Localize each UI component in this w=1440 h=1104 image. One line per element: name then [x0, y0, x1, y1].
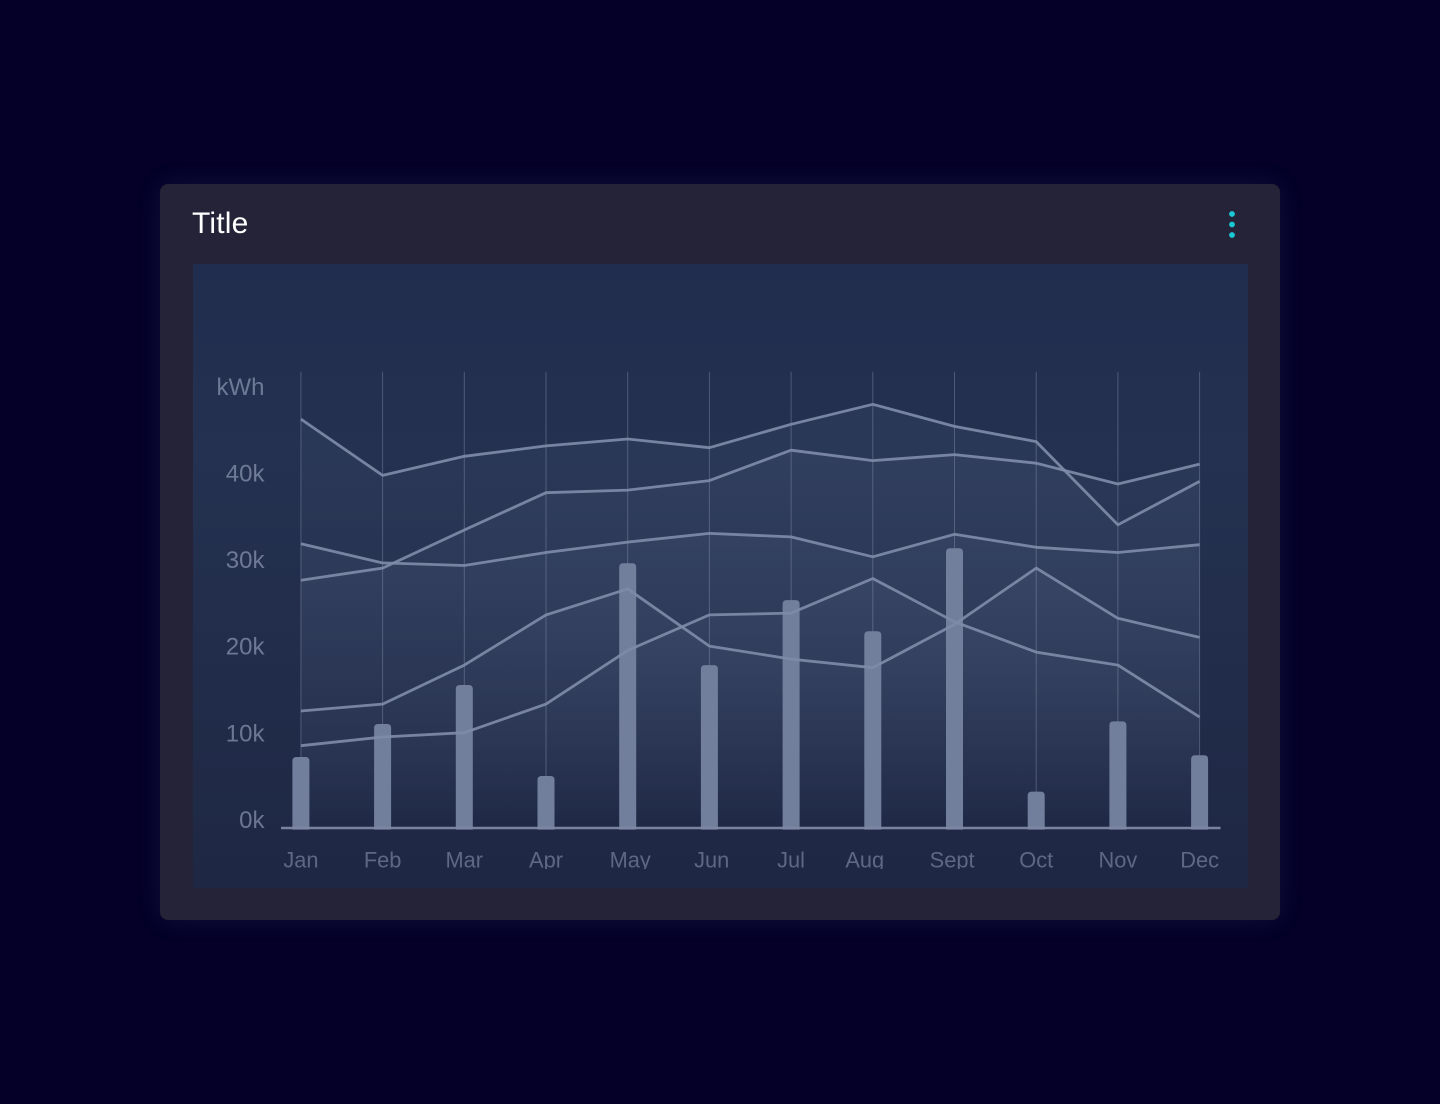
svg-text:Nov: Nov: [1098, 848, 1137, 869]
svg-text:May: May: [609, 848, 650, 869]
svg-text:Jan: Jan: [283, 848, 318, 869]
svg-text:10k: 10k: [225, 720, 265, 747]
svg-text:Dec: Dec: [1180, 848, 1219, 869]
svg-text:20k: 20k: [225, 634, 265, 661]
svg-text:0k: 0k: [239, 807, 265, 834]
svg-text:30k: 30k: [225, 547, 265, 574]
svg-text:Jun: Jun: [694, 848, 729, 869]
svg-text:Apr: Apr: [529, 848, 563, 869]
svg-text:Sept: Sept: [929, 848, 974, 869]
svg-text:Feb: Feb: [363, 848, 401, 869]
svg-text:kWh: kWh: [216, 374, 264, 401]
svg-text:Oct: Oct: [1019, 848, 1053, 869]
svg-text:Jul: Jul: [777, 848, 805, 869]
svg-text:Mar: Mar: [445, 848, 483, 869]
svg-text:40k: 40k: [225, 460, 265, 487]
svg-text:Aug: Aug: [845, 848, 884, 869]
